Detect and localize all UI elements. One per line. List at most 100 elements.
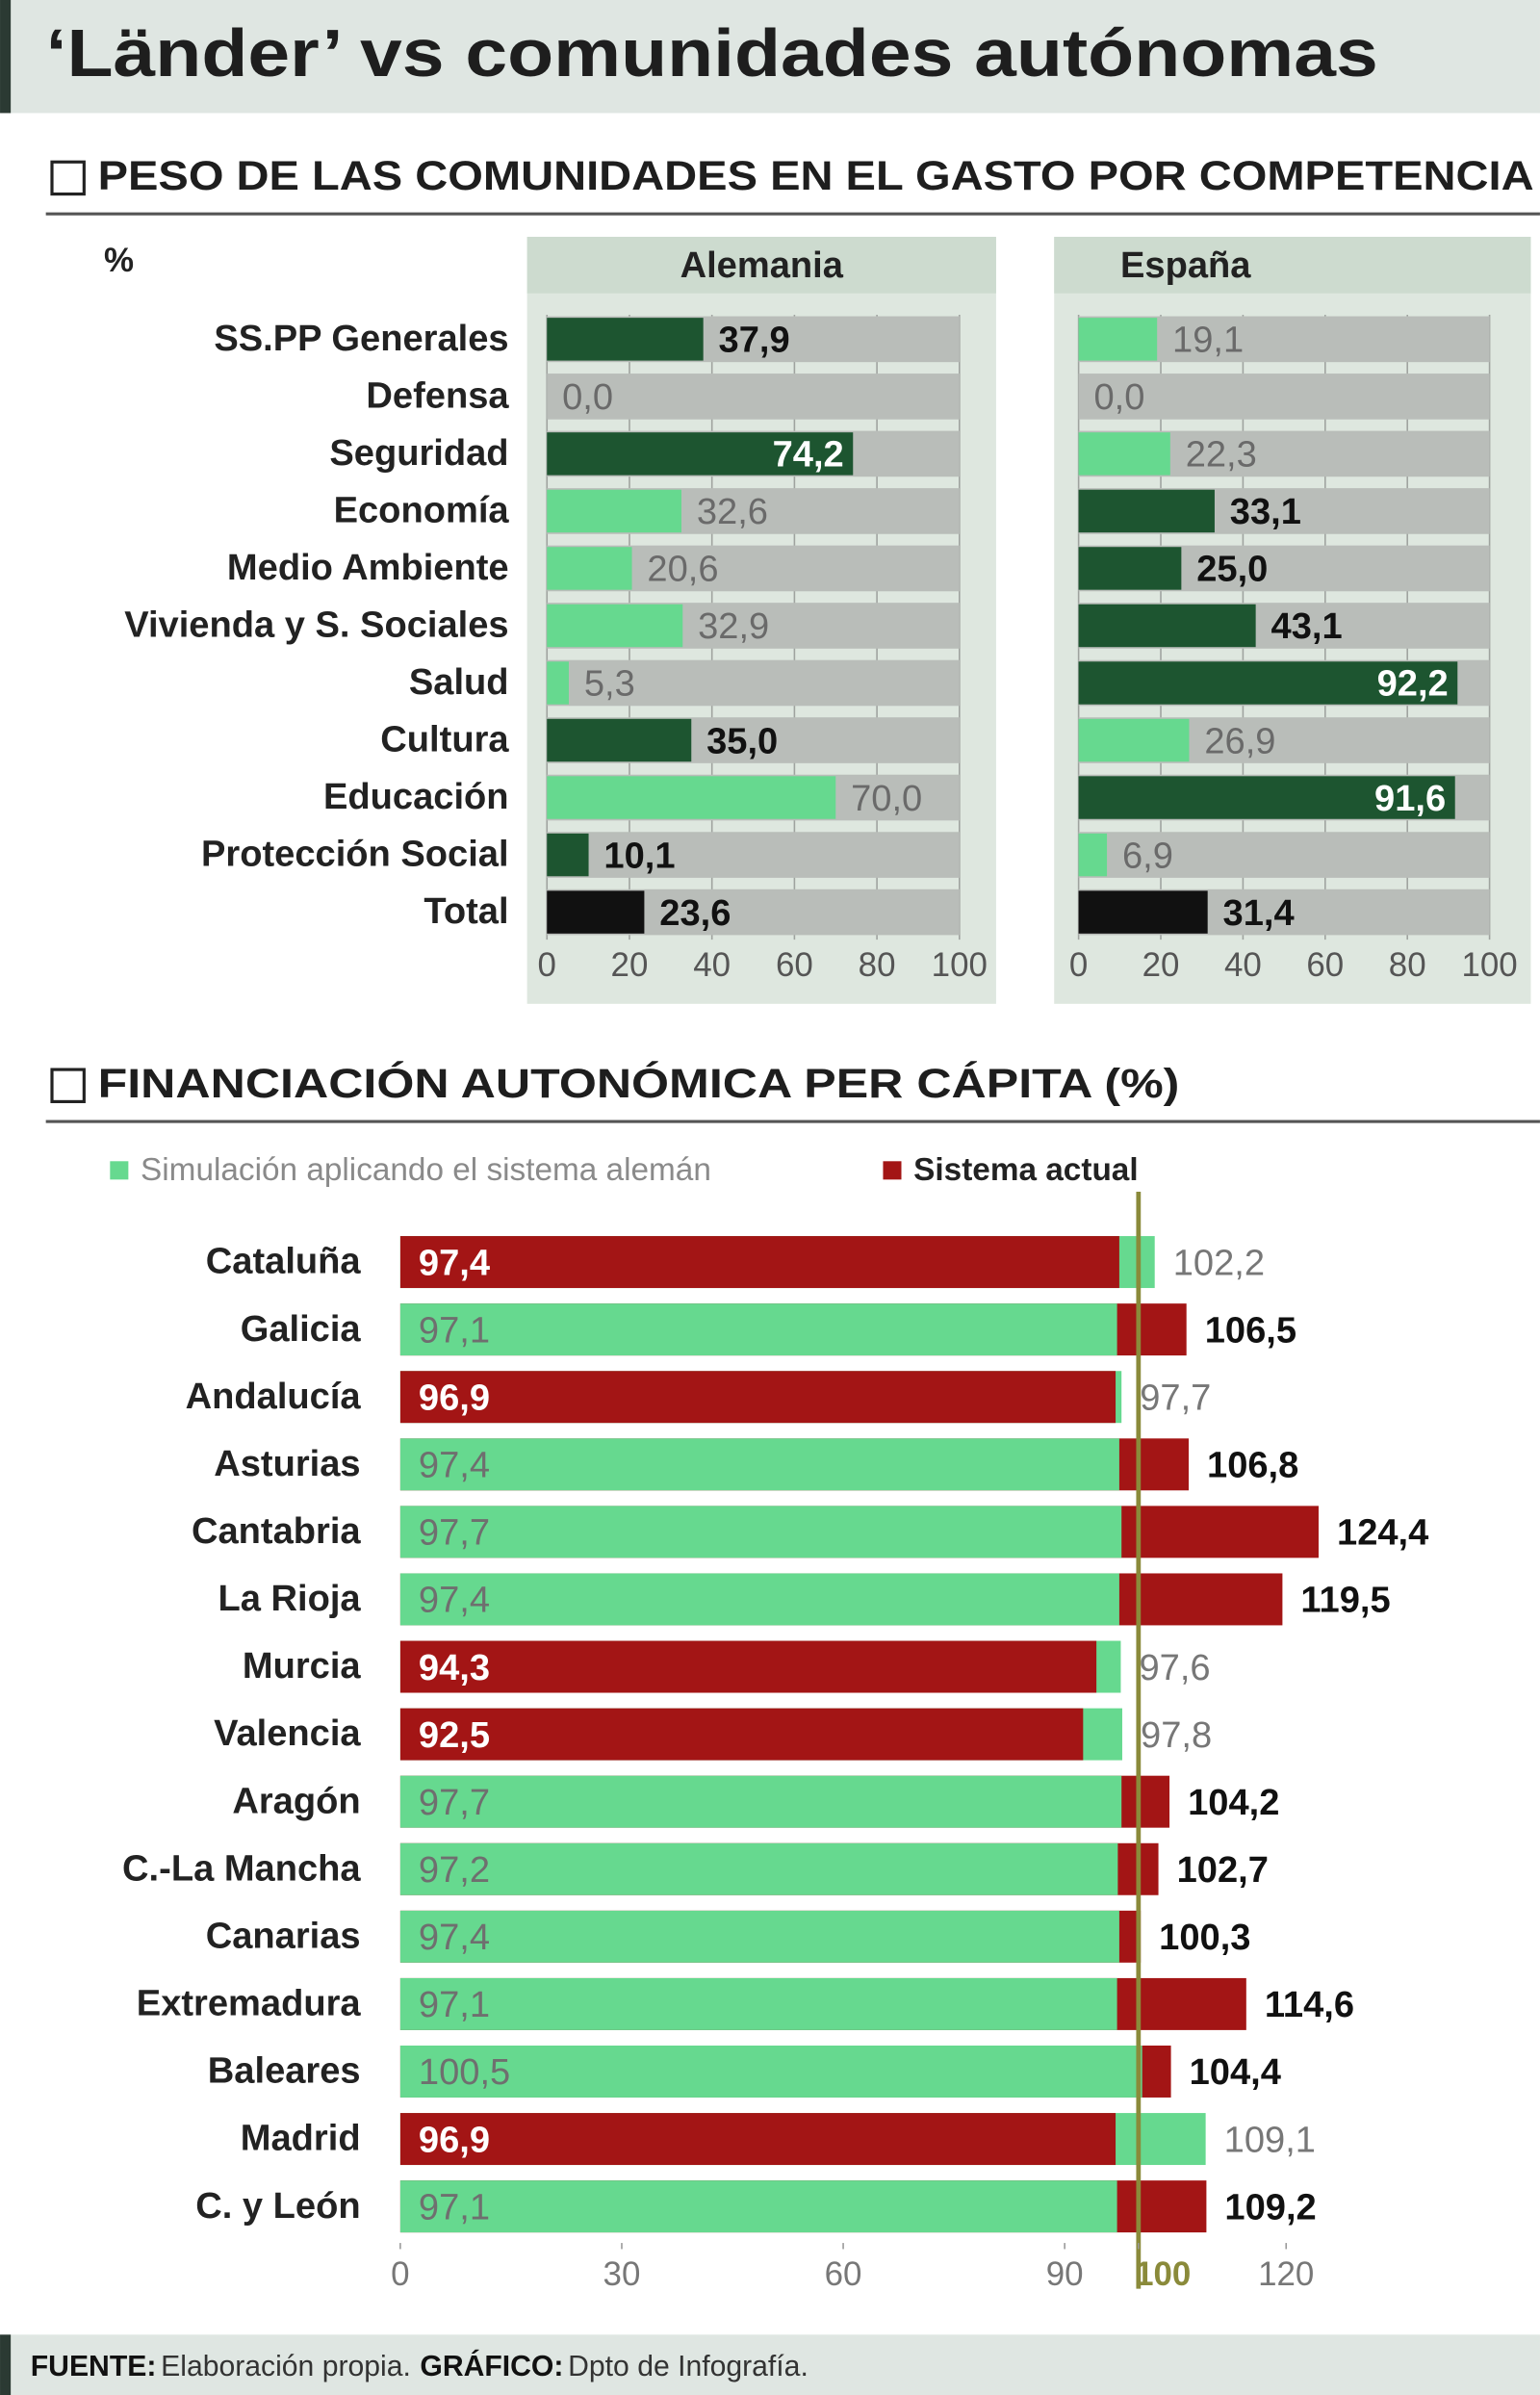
footer-text: Elaboración propia. xyxy=(161,2351,411,2382)
category-label: Asturias xyxy=(214,1444,360,1484)
category-label: Salud xyxy=(409,662,509,703)
value-label: 26,9 xyxy=(1204,721,1275,761)
x-tick-label: 40 xyxy=(693,946,731,984)
bar xyxy=(399,1842,1118,1895)
category-label: C.-La Mancha xyxy=(122,1848,361,1889)
category-label: Educación xyxy=(323,777,509,817)
category-label: Cultura xyxy=(380,720,509,760)
category-label: Cantabria xyxy=(192,1511,361,1552)
value-label: 104,2 xyxy=(1188,1783,1279,1823)
row-background xyxy=(547,659,960,707)
bar xyxy=(547,718,692,762)
value-label: 97,1 xyxy=(419,1310,490,1351)
category-label: Madrid xyxy=(241,2119,361,2159)
legend-swatch xyxy=(110,1161,129,1180)
section-box xyxy=(50,1068,86,1103)
value-label: 94,3 xyxy=(419,1648,490,1688)
category-label: Murcia xyxy=(243,1646,362,1687)
footer-label: FUENTE: xyxy=(31,2351,157,2382)
bar xyxy=(399,1236,1119,1289)
footer: FUENTE: Elaboración propia. GRÁFICO: Dpto d… xyxy=(31,2350,808,2382)
value-label: 97,4 xyxy=(419,1581,490,1621)
bar xyxy=(399,1506,1122,1558)
value-label: 96,9 xyxy=(419,2120,490,2160)
x-tick-label: 0 xyxy=(391,2255,409,2293)
section-title: PESO DE LAS COMUNIDADES EN EL GASTO POR … xyxy=(98,153,1534,199)
value-label: 22,3 xyxy=(1186,435,1257,476)
value-label: 97,4 xyxy=(419,1446,490,1486)
footer-text: Dpto de Infografía. xyxy=(568,2351,808,2382)
x-tick-label: 100 xyxy=(1461,946,1517,984)
value-label: 119,5 xyxy=(1300,1581,1390,1621)
value-label: 97,2 xyxy=(419,1850,490,1891)
value-label: 92,5 xyxy=(419,1715,490,1756)
x-tick-label: 0 xyxy=(538,946,556,984)
category-label: Aragón xyxy=(232,1781,360,1821)
bar xyxy=(399,2180,1117,2233)
value-label: 124,4 xyxy=(1337,1513,1428,1554)
category-label: Defensa xyxy=(366,376,509,417)
value-label: 32,9 xyxy=(698,606,769,647)
bar xyxy=(1078,833,1108,877)
value-label: 97,6 xyxy=(1139,1648,1210,1688)
value-label: 25,0 xyxy=(1196,550,1268,590)
bar xyxy=(547,833,589,877)
row-background xyxy=(1078,832,1490,878)
bar xyxy=(399,1303,1117,1356)
bar xyxy=(399,1371,1116,1424)
x-tick-label: 30 xyxy=(603,2255,641,2293)
panel-title: España xyxy=(1120,245,1251,286)
x-tick-label: 90 xyxy=(1046,2255,1084,2293)
bar xyxy=(399,1640,1097,1693)
value-label: 97,7 xyxy=(1140,1378,1211,1418)
x-tick-label: 20 xyxy=(611,946,649,984)
value-label: 31,4 xyxy=(1223,893,1295,934)
category-label: Extremadura xyxy=(137,1984,362,2024)
footer-label: GRÁFICO: xyxy=(420,2350,563,2382)
value-label: 97,4 xyxy=(419,1243,490,1283)
value-label: 37,9 xyxy=(719,321,790,361)
value-label: 6,9 xyxy=(1122,836,1173,876)
legend-label: Sistema actual xyxy=(913,1152,1138,1188)
panel-header xyxy=(526,237,996,294)
bar xyxy=(1078,318,1158,361)
bar xyxy=(1078,547,1182,590)
x-tick-label: 120 xyxy=(1258,2255,1314,2293)
value-label: 106,8 xyxy=(1207,1446,1298,1486)
bar xyxy=(1078,489,1215,533)
bar xyxy=(1078,604,1256,648)
category-label: C. y León xyxy=(195,2186,360,2227)
value-label: 100,3 xyxy=(1159,1918,1250,1958)
category-label: Galicia xyxy=(241,1309,362,1350)
value-label: 32,6 xyxy=(697,492,768,532)
title-band xyxy=(0,0,1540,114)
x-tick-label: 60 xyxy=(1306,946,1344,984)
category-label: Protección Social xyxy=(201,835,509,875)
x-tick-label: 100 xyxy=(932,946,988,984)
category-label: Medio Ambiente xyxy=(227,548,509,588)
bar xyxy=(547,432,854,476)
bar xyxy=(547,318,704,361)
value-label: 33,1 xyxy=(1230,492,1301,532)
legend-label: Simulación aplicando el sistema alemán xyxy=(141,1152,711,1188)
bar xyxy=(399,2045,1142,2098)
bar xyxy=(547,661,569,705)
value-label: 97,8 xyxy=(1141,1715,1212,1756)
bar xyxy=(547,890,645,934)
value-label: 97,1 xyxy=(419,2187,490,2228)
x-tick-label: 100 xyxy=(1135,2255,1191,2293)
value-label: 109,2 xyxy=(1224,2187,1316,2228)
row-background xyxy=(547,832,960,878)
value-label: 0,0 xyxy=(562,377,613,418)
bar xyxy=(399,1708,1084,1761)
title-accent xyxy=(0,0,12,114)
bar xyxy=(547,489,681,533)
value-label: 23,6 xyxy=(659,893,731,934)
x-tick-label: 80 xyxy=(1389,946,1426,984)
category-label: Baleares xyxy=(208,2051,361,2092)
category-label: Valencia xyxy=(214,1713,361,1754)
bar xyxy=(399,1977,1117,2030)
x-tick-label: 0 xyxy=(1069,946,1088,984)
